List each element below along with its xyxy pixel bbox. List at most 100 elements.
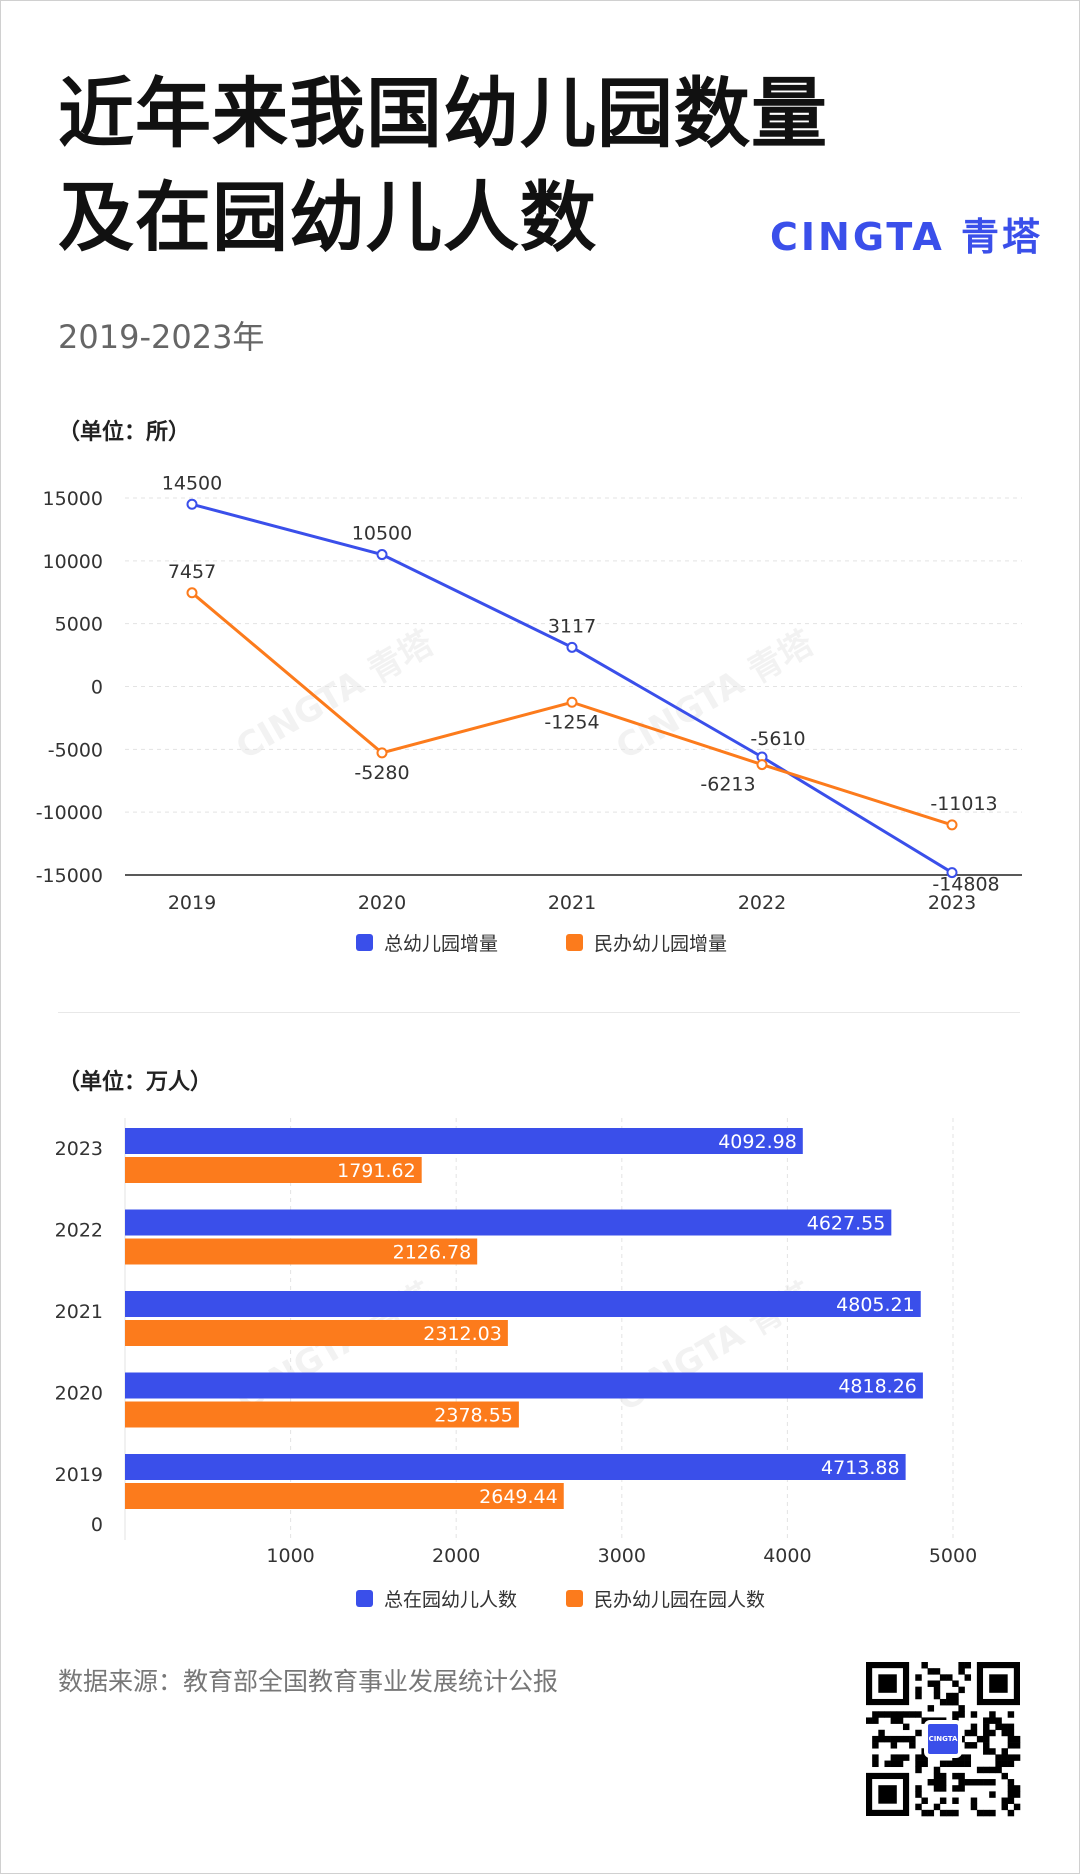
qr-module	[939, 1785, 947, 1792]
qr-module	[952, 1809, 959, 1817]
qr-module	[915, 1785, 922, 1792]
qr-module	[964, 1662, 972, 1669]
qr-module	[896, 1717, 904, 1724]
qr-module	[1013, 1754, 1021, 1761]
qr-module	[921, 1760, 928, 1768]
qr-module	[964, 1779, 972, 1786]
y-tick-label: 2020	[55, 1383, 103, 1405]
bar-value-label: 2126.78	[393, 1242, 472, 1264]
qr-module	[946, 1692, 953, 1700]
qr-module	[1001, 1748, 1008, 1755]
qr-module	[933, 1668, 941, 1675]
qr-module	[958, 1705, 965, 1712]
qr-module	[976, 1766, 984, 1774]
bar-private	[125, 1483, 564, 1509]
qr-module	[983, 1723, 990, 1731]
qr-module	[995, 1723, 1002, 1731]
qr-module	[952, 1711, 959, 1718]
qr-module	[1001, 1772, 1008, 1780]
qr-module	[1007, 1754, 1015, 1761]
data-point	[566, 641, 578, 653]
qr-module	[890, 1742, 898, 1749]
qr-module	[970, 1779, 978, 1786]
qr-module	[1007, 1797, 1015, 1804]
qr-module	[952, 1698, 959, 1706]
qr-module	[983, 1809, 990, 1817]
qr-module	[946, 1760, 953, 1768]
qr-module	[958, 1662, 965, 1669]
qr-module	[915, 1729, 922, 1737]
legend-swatch	[566, 934, 583, 951]
qr-module	[872, 1754, 879, 1761]
data-point	[186, 498, 198, 510]
x-tick-label: 5000	[929, 1545, 977, 1567]
y-tick-label: 5000	[55, 614, 103, 636]
qr-module	[1001, 1754, 1008, 1761]
qr-module	[909, 1711, 916, 1718]
qr-module	[1007, 1791, 1015, 1798]
legend-label: 民办幼儿园在园人数	[594, 1589, 765, 1611]
qr-module	[989, 1717, 996, 1724]
qr-module	[1007, 1779, 1015, 1786]
line-chart: CINGTA 青塔 CINGTA 青塔150001000050000-5000-1…	[36, 472, 1022, 955]
qr-module	[964, 1729, 972, 1737]
qr-module	[964, 1742, 972, 1749]
qr-module	[884, 1711, 891, 1718]
qr-module	[958, 1785, 965, 1792]
qr-module	[933, 1772, 941, 1780]
qr-module	[939, 1760, 947, 1768]
data-point	[946, 867, 958, 879]
qr-module	[976, 1809, 984, 1817]
qr-module	[995, 1760, 1002, 1768]
y-tick-label: -15000	[36, 865, 103, 887]
legend-label: 总幼儿园增量	[384, 933, 498, 955]
qr-module	[927, 1680, 935, 1687]
qr-code[interactable]: CINGTA	[866, 1662, 1021, 1817]
qr-module	[902, 1735, 910, 1743]
qr-module	[927, 1668, 935, 1675]
qr-module	[921, 1717, 928, 1724]
y-tick-label: 2023	[55, 1138, 103, 1160]
qr-module	[933, 1680, 941, 1687]
data-label: -5280	[354, 762, 409, 784]
legend-label: 总在园幼儿人数	[384, 1589, 517, 1611]
qr-module	[915, 1803, 922, 1811]
qr-module	[878, 1711, 885, 1718]
qr-module	[884, 1760, 891, 1768]
qr-module	[946, 1809, 953, 1817]
qr-module	[896, 1760, 904, 1768]
qr-module	[989, 1748, 996, 1755]
bar-value-label: 4818.26	[838, 1376, 917, 1398]
qr-module	[1007, 1711, 1015, 1718]
qr-module	[952, 1680, 959, 1687]
qr-module	[872, 1742, 879, 1749]
qr-module	[964, 1674, 972, 1681]
qr-module	[915, 1791, 922, 1798]
y-tick-label: 15000	[43, 488, 103, 510]
qr-module	[1007, 1723, 1015, 1731]
qr-module	[976, 1779, 984, 1786]
qr-module	[1001, 1729, 1008, 1737]
data-label: -5610	[750, 728, 805, 750]
qr-module	[958, 1760, 965, 1768]
qr-module	[1007, 1729, 1015, 1737]
qr-module	[890, 1711, 898, 1718]
title-line-2: 及在园幼儿人数	[58, 173, 597, 262]
qr-module	[872, 1717, 879, 1724]
qr-module	[983, 1729, 990, 1737]
bar-total	[125, 1128, 803, 1154]
y-tick-label: 2022	[55, 1220, 103, 1242]
qr-module	[989, 1766, 996, 1774]
qr-module	[933, 1686, 941, 1694]
qr-module	[1013, 1785, 1021, 1792]
data-source: 数据来源：教育部全国教育事业发展统计公报	[58, 1667, 559, 1696]
qr-module	[915, 1686, 922, 1694]
qr-module	[1001, 1760, 1008, 1768]
qr-module	[902, 1711, 910, 1718]
qr-module	[952, 1785, 959, 1792]
qr-module	[927, 1705, 935, 1712]
qr-module	[1001, 1723, 1008, 1731]
bar-value-label: 4092.98	[718, 1131, 797, 1153]
qr-module	[1007, 1809, 1015, 1817]
qr-module	[1001, 1803, 1008, 1811]
